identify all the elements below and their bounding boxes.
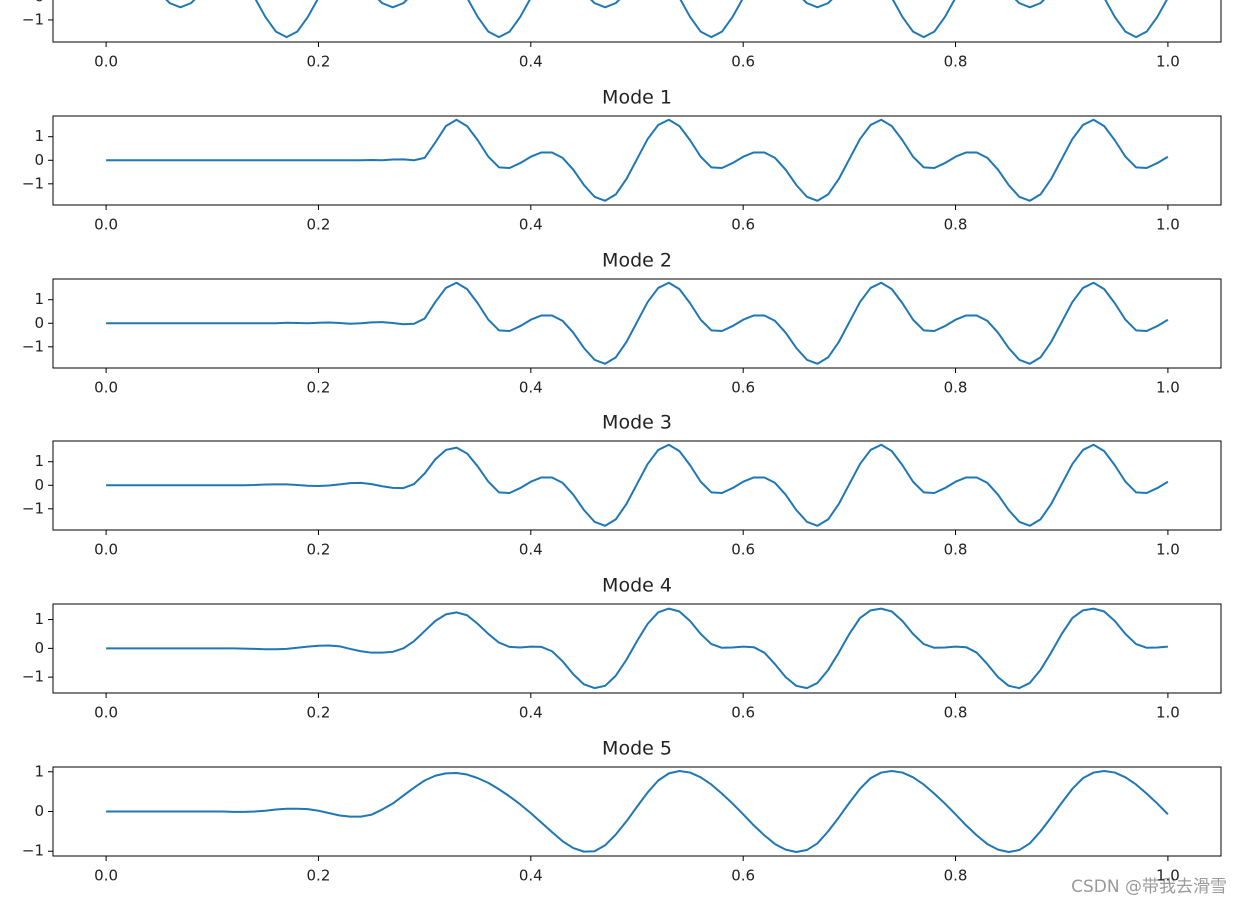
y-tick-label: 1 [34, 452, 44, 470]
line-series [165, 0, 1168, 39]
x-tick-label: 0.4 [519, 704, 543, 722]
y-tick-label: −1 [22, 499, 44, 517]
x-tick-label: 0.0 [94, 541, 118, 559]
x-tick-label: 1.0 [1156, 379, 1180, 397]
axes-frame [52, 0, 1222, 43]
line-series [106, 607, 1168, 690]
x-tick-label: 0.4 [519, 541, 543, 559]
y-tick-label: −1 [22, 842, 44, 860]
subplot-title: Mode 5 [602, 738, 672, 760]
x-tick-label: 0.4 [519, 867, 543, 885]
axes-frame [52, 115, 1222, 206]
y-tick-label: 1 [34, 290, 44, 308]
axes-frame [52, 766, 1222, 857]
subplot-title: Mode 1 [602, 87, 672, 109]
x-tick-label: 1.0 [1156, 53, 1180, 71]
y-tick-label: 0 [34, 314, 44, 332]
x-tick-label: 0.2 [307, 379, 331, 397]
x-tick-label: 1.0 [1156, 216, 1180, 234]
x-tick-label: 0.8 [944, 704, 968, 722]
x-tick-label: 0.6 [731, 704, 755, 722]
x-tick-label: 0.2 [307, 216, 331, 234]
y-tick-label: 1 [34, 610, 44, 628]
x-tick-label: 1.0 [1156, 704, 1180, 722]
y-tick-label: 0 [34, 0, 44, 5]
y-tick-label: −1 [22, 668, 44, 686]
axes-frame [52, 440, 1222, 531]
y-tick-label: −1 [22, 10, 44, 28]
y-tick-label: 0 [34, 476, 44, 494]
y-tick-label: −1 [22, 337, 44, 355]
y-tick-label: 0 [34, 639, 44, 657]
x-tick-label: 0.2 [307, 53, 331, 71]
x-tick-label: 0.8 [944, 216, 968, 234]
x-tick-label: 0.6 [731, 53, 755, 71]
x-tick-label: 0.2 [307, 867, 331, 885]
x-tick-label: 0.2 [307, 541, 331, 559]
x-tick-label: 0.4 [519, 53, 543, 71]
line-series [106, 118, 1169, 202]
x-tick-label: 0.8 [944, 53, 968, 71]
x-tick-label: 0.0 [94, 53, 118, 71]
subplot-title: Mode 2 [602, 250, 672, 272]
x-tick-label: 1.0 [1156, 541, 1180, 559]
x-tick-label: 0.0 [94, 379, 118, 397]
x-tick-label: 0.8 [944, 867, 968, 885]
x-tick-label: 0.6 [731, 541, 755, 559]
y-tick-label: 1 [34, 762, 44, 780]
x-tick-label: 0.6 [731, 379, 755, 397]
axes-frame [52, 603, 1222, 694]
y-tick-label: −1 [22, 174, 44, 192]
x-tick-label: 0.0 [94, 867, 118, 885]
x-tick-label: 0.4 [519, 216, 543, 234]
y-tick-label: 0 [34, 151, 44, 169]
subplot-title: Mode 3 [602, 412, 672, 434]
x-tick-label: 0.8 [944, 541, 968, 559]
watermark: CSDN @带我去滑雪 [1071, 877, 1227, 897]
y-tick-label: 1 [34, 127, 44, 145]
line-series [106, 769, 1169, 854]
x-tick-label: 0.2 [307, 704, 331, 722]
axes-frame [52, 278, 1222, 369]
y-tick-label: 0 [34, 802, 44, 820]
x-tick-label: 0.8 [944, 379, 968, 397]
line-series [106, 281, 1169, 365]
x-tick-label: 0.6 [731, 216, 755, 234]
x-tick-label: 0.0 [94, 216, 118, 234]
line-series [106, 443, 1169, 527]
x-tick-label: 0.4 [519, 379, 543, 397]
x-tick-label: 0.0 [94, 704, 118, 722]
x-tick-label: 0.6 [731, 867, 755, 885]
subplot-title: Mode 4 [602, 575, 672, 597]
x-tick-label: 1.0 [1156, 867, 1180, 885]
